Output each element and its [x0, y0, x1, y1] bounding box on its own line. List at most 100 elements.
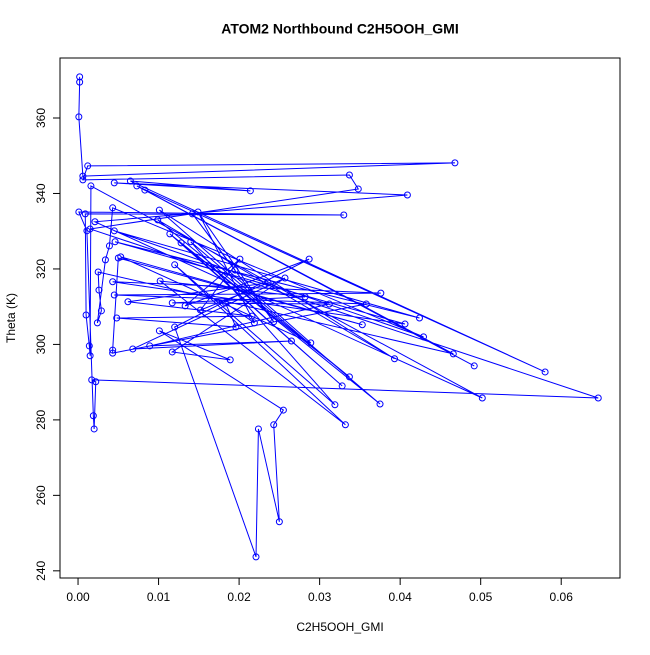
data-point	[97, 307, 105, 315]
y-tick-label: 240	[34, 560, 48, 580]
data-point	[101, 256, 109, 264]
data-point	[75, 208, 83, 216]
data-point	[287, 337, 295, 345]
x-tick-label: 0.00	[66, 590, 90, 604]
data-point	[415, 314, 423, 322]
data-point	[376, 400, 384, 408]
data-point	[171, 261, 179, 269]
data-point	[231, 266, 239, 274]
data-point	[168, 348, 176, 356]
data-point	[126, 177, 134, 185]
y-tick-label: 300	[34, 334, 48, 354]
data-point	[79, 176, 87, 184]
data-point	[110, 179, 118, 187]
data-point	[94, 268, 102, 276]
data-point	[270, 421, 278, 429]
data-point	[124, 298, 132, 306]
data-point	[331, 401, 339, 409]
data-point	[141, 186, 149, 194]
data-point	[377, 289, 385, 297]
data-point	[95, 286, 103, 294]
data-point	[109, 278, 117, 286]
data-point	[75, 113, 83, 121]
data-point	[117, 253, 125, 261]
data-point	[177, 239, 185, 247]
data-point	[109, 204, 117, 212]
data-point	[85, 342, 93, 350]
data-point	[478, 394, 486, 402]
y-tick-label: 320	[34, 259, 48, 279]
data-point	[420, 333, 428, 341]
data-point	[111, 238, 119, 246]
data-point	[156, 277, 164, 285]
data-point	[154, 216, 162, 224]
x-tick-label: 0.01	[147, 590, 171, 604]
x-tick-label: 0.05	[469, 590, 493, 604]
data-point	[254, 425, 262, 433]
data-point	[345, 171, 353, 179]
data-point	[82, 311, 90, 319]
data-point	[541, 368, 549, 376]
data-point	[305, 255, 313, 263]
data-point	[449, 350, 457, 358]
x-tick-label: 0.04	[388, 590, 412, 604]
data-point	[236, 255, 244, 263]
data-point	[221, 299, 229, 307]
data-point	[362, 300, 370, 308]
data-point	[252, 553, 260, 561]
data-point	[345, 373, 353, 381]
data-line	[78, 76, 599, 558]
data-point	[264, 279, 272, 287]
data-point	[84, 162, 92, 170]
data-point	[340, 211, 348, 219]
data-point	[105, 242, 113, 250]
x-tick-label: 0.03	[308, 590, 332, 604]
data-point	[81, 210, 89, 218]
data-point	[403, 191, 411, 199]
data-point	[358, 321, 366, 329]
data-point	[90, 425, 98, 433]
data-point	[391, 355, 399, 363]
data-point	[171, 323, 179, 331]
data-point	[168, 299, 176, 307]
data-point	[91, 218, 99, 226]
data-point	[354, 185, 362, 193]
data-point	[279, 406, 287, 414]
data-point	[270, 318, 278, 326]
y-axis-label: Theta (K)	[4, 293, 18, 343]
data-point	[110, 291, 118, 299]
data-point	[155, 327, 163, 335]
data-point	[338, 382, 346, 390]
data-point	[246, 187, 254, 195]
x-tick-label: 0.02	[227, 590, 251, 604]
data-point	[76, 78, 84, 86]
data-point	[181, 302, 189, 310]
y-tick-label: 360	[34, 108, 48, 128]
y-tick-label: 340	[34, 183, 48, 203]
data-point	[307, 339, 315, 347]
y-tick-label: 260	[34, 485, 48, 505]
x-axis-label: C2H5OOH_GMI	[296, 620, 383, 634]
data-point	[110, 227, 118, 235]
data-point	[89, 412, 97, 420]
data-point	[88, 376, 96, 384]
data-point	[187, 238, 195, 246]
data-point	[129, 345, 137, 353]
data-point	[301, 293, 309, 301]
data-point	[250, 319, 258, 327]
data-point	[86, 352, 94, 360]
data-point	[79, 172, 87, 180]
data-point	[325, 300, 333, 308]
data-point	[275, 518, 283, 526]
data-point	[166, 230, 174, 238]
data-point	[451, 159, 459, 167]
chart-title: ATOM2 Northbound C2H5OOH_GMI	[221, 21, 458, 37]
data-point	[594, 394, 602, 402]
data-point	[401, 320, 409, 328]
data-point	[226, 356, 234, 364]
data-point	[93, 319, 101, 327]
data-point	[341, 421, 349, 429]
data-point	[146, 342, 154, 350]
data-point	[109, 346, 117, 354]
